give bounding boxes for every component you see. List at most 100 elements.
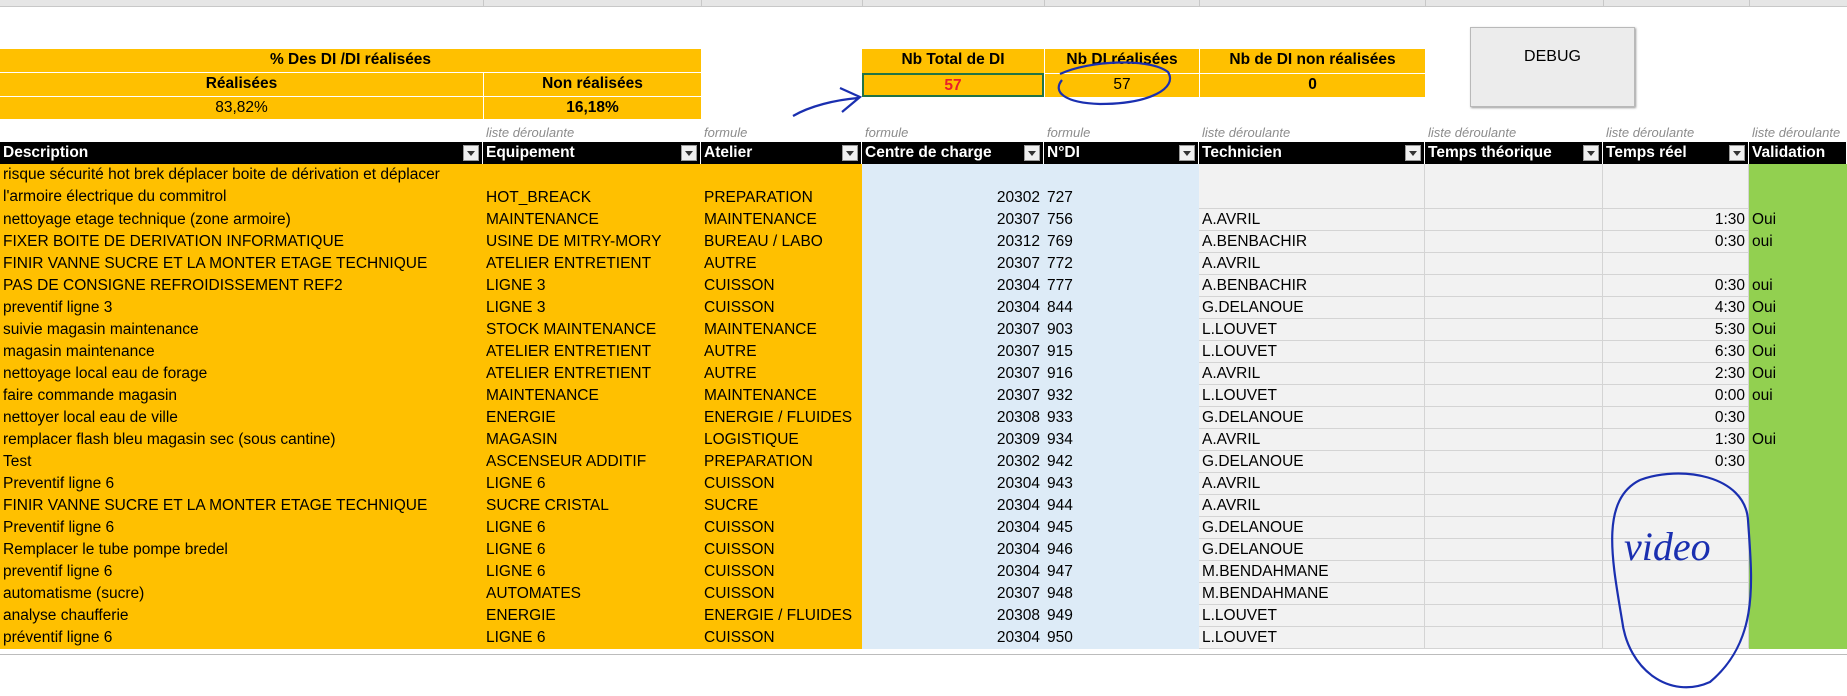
table-cell: AUTRE bbox=[701, 253, 862, 275]
filter-button[interactable] bbox=[842, 145, 858, 161]
table-cell: ENERGIE / FLUIDES bbox=[701, 407, 862, 429]
table-cell: LIGNE 6 bbox=[483, 473, 701, 495]
table-cell: 950 bbox=[1044, 627, 1199, 649]
hint: liste déroulante bbox=[486, 125, 575, 140]
sheet-bottom bbox=[0, 654, 1847, 696]
filter-button[interactable] bbox=[1405, 145, 1421, 161]
table-cell: 20302 bbox=[862, 164, 1044, 209]
table-cell: Oui bbox=[1749, 297, 1847, 319]
table-cell: 20304 bbox=[862, 627, 1044, 649]
table-cell: 948 bbox=[1044, 583, 1199, 605]
table-cell: L.LOUVET bbox=[1199, 319, 1425, 341]
table-cell: 20307 bbox=[862, 385, 1044, 407]
table-cell bbox=[1425, 517, 1603, 539]
table-cell bbox=[1425, 473, 1603, 495]
table-cell: 20307 bbox=[862, 363, 1044, 385]
table-cell: CUISSON bbox=[701, 297, 862, 319]
table-cell bbox=[1603, 627, 1749, 649]
table-cell: Oui bbox=[1749, 429, 1847, 451]
table-cell bbox=[1425, 561, 1603, 583]
table-cell: A.AVRIL bbox=[1199, 495, 1425, 517]
table-cell: 915 bbox=[1044, 341, 1199, 363]
table-cell bbox=[1425, 164, 1603, 209]
table-cell: 0:30 bbox=[1603, 451, 1749, 473]
table-cell: LOGISTIQUE bbox=[701, 429, 862, 451]
column-header: Temps réel bbox=[1603, 142, 1749, 164]
column-header: Validation bbox=[1749, 142, 1847, 164]
table-cell: 903 bbox=[1044, 319, 1199, 341]
table-cell: PREPARATION bbox=[701, 451, 862, 473]
table-cell bbox=[1749, 517, 1847, 539]
table-cell bbox=[1603, 473, 1749, 495]
table-cell: G.DELANOUE bbox=[1199, 539, 1425, 561]
table-cell: 6:30 bbox=[1603, 341, 1749, 363]
table-cell: magasin maintenance bbox=[0, 341, 483, 363]
table-cell: G.DELANOUE bbox=[1199, 297, 1425, 319]
table-cell bbox=[1603, 605, 1749, 627]
strip-sep bbox=[862, 0, 863, 6]
table-cell bbox=[1425, 363, 1603, 385]
table-cell: CUISSON bbox=[701, 275, 862, 297]
filter-button[interactable] bbox=[1024, 145, 1040, 161]
table-cell: 20307 bbox=[862, 253, 1044, 275]
hint: liste déroulante bbox=[1428, 125, 1517, 140]
table-cell: ENERGIE / FLUIDES bbox=[701, 605, 862, 627]
table-cell: CUISSON bbox=[701, 583, 862, 605]
table-cell: préventif ligne 6 bbox=[0, 627, 483, 649]
filter-button[interactable] bbox=[463, 145, 479, 161]
table-cell bbox=[1425, 429, 1603, 451]
table-cell bbox=[1603, 583, 1749, 605]
table-cell: CUISSON bbox=[701, 473, 862, 495]
filter-button[interactable] bbox=[1729, 145, 1745, 161]
table-cell bbox=[1425, 605, 1603, 627]
table-cell bbox=[1425, 495, 1603, 517]
table-cell: LIGNE 6 bbox=[483, 561, 701, 583]
filter-button[interactable] bbox=[1179, 145, 1195, 161]
table-cell: MAINTENANCE bbox=[483, 385, 701, 407]
table-cell: Preventif ligne 6 bbox=[0, 473, 483, 495]
table-cell: AUTRE bbox=[701, 363, 862, 385]
table-cell bbox=[1749, 605, 1847, 627]
counter-value: 57 bbox=[862, 73, 1044, 97]
table-cell: 20304 bbox=[862, 539, 1044, 561]
table-cell bbox=[1425, 451, 1603, 473]
filter-button[interactable] bbox=[681, 145, 697, 161]
table-cell: 20307 bbox=[862, 341, 1044, 363]
debug-button[interactable]: DEBUG bbox=[1470, 27, 1635, 107]
table-cell: M.BENDAHMANE bbox=[1199, 561, 1425, 583]
table-cell: 727 bbox=[1044, 164, 1199, 209]
table-cell bbox=[1749, 561, 1847, 583]
table-cell: Oui bbox=[1749, 209, 1847, 231]
table-cell: LIGNE 3 bbox=[483, 275, 701, 297]
summary-title: % Des DI /DI réalisées bbox=[0, 49, 701, 72]
table-cell: risque sécurité hot brek déplacer boite … bbox=[0, 164, 483, 209]
table-cell: 20309 bbox=[862, 429, 1044, 451]
column-header: Temps théorique bbox=[1425, 142, 1603, 164]
table-cell: FIXER BOITE DE DERIVATION INFORMATIQUE bbox=[0, 231, 483, 253]
table-cell bbox=[1425, 253, 1603, 275]
table-cell: Remplacer le tube pompe bredel bbox=[0, 539, 483, 561]
table-cell: MAINTENANCE bbox=[701, 385, 862, 407]
table-cell: L.LOUVET bbox=[1199, 385, 1425, 407]
table-cell bbox=[1603, 495, 1749, 517]
table-cell: ATELIER ENTRETIENT bbox=[483, 253, 701, 275]
table-cell: 20307 bbox=[862, 209, 1044, 231]
table-cell: Preventif ligne 6 bbox=[0, 517, 483, 539]
table-cell bbox=[1425, 341, 1603, 363]
column-header: N°DI bbox=[1044, 142, 1199, 164]
strip-sep bbox=[483, 0, 484, 6]
table-cell: BUREAU / LABO bbox=[701, 231, 862, 253]
table-cell: 20307 bbox=[862, 583, 1044, 605]
summary-header: Réalisées bbox=[0, 72, 483, 96]
table-cell: A.AVRIL bbox=[1199, 473, 1425, 495]
table-cell: 0:30 bbox=[1603, 407, 1749, 429]
table-cell: FINIR VANNE SUCRE ET LA MONTER ETAGE TEC… bbox=[0, 495, 483, 517]
table-cell bbox=[1425, 407, 1603, 429]
table-cell bbox=[1749, 583, 1847, 605]
table-cell bbox=[1749, 495, 1847, 517]
filter-button[interactable] bbox=[1583, 145, 1599, 161]
strip-sep bbox=[1749, 0, 1750, 6]
table-cell: L.LOUVET bbox=[1199, 605, 1425, 627]
table-cell: 932 bbox=[1044, 385, 1199, 407]
